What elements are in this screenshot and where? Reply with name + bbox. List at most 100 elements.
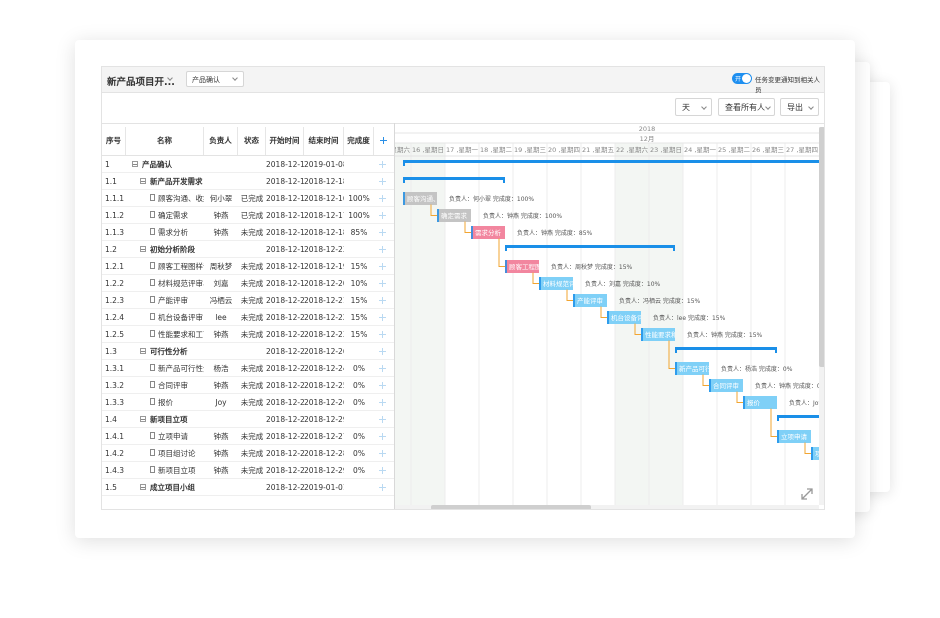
task-bar: 确定需求 — [437, 209, 471, 222]
doc-icon — [150, 449, 155, 456]
cell-name: 顾客沟通、收集 — [158, 194, 204, 203]
cell-progress: 0% — [353, 449, 365, 458]
cell-id: 1.1.3 — [105, 228, 125, 237]
cell-name: 合同评审 — [158, 381, 188, 390]
cell-status: 未完成 — [240, 449, 264, 458]
row-line — [102, 308, 394, 309]
doc-icon — [150, 262, 155, 269]
dependency-arrow — [634, 323, 641, 335]
add-row[interactable] — [379, 161, 386, 168]
cell-owner: 钟燕 — [213, 330, 229, 339]
bar-label: 顾客沟通、收集 — [407, 194, 453, 203]
add-row[interactable] — [379, 178, 386, 185]
add-row[interactable] — [379, 484, 386, 491]
cell-progress: 100% — [348, 211, 370, 220]
task-bar: 顾客工程图样评 — [505, 260, 539, 273]
cell-id: 1.4.1 — [105, 432, 125, 441]
filter-text: 查看所有人 — [725, 103, 765, 112]
add-row[interactable] — [379, 263, 386, 270]
cell-id: 1 — [105, 160, 110, 169]
cell-end: 2018-12-19 — [304, 262, 344, 271]
bar-body — [471, 226, 505, 239]
add-row[interactable] — [379, 212, 386, 219]
cell-owner: 钟燕 — [213, 381, 229, 390]
doc-icon — [150, 466, 155, 473]
bar-body — [403, 192, 437, 205]
cell-end: 2018-12-18 — [304, 177, 344, 186]
summary-cap — [673, 245, 675, 251]
cell-end: 2019-01-01 — [304, 483, 344, 492]
column-header: 结束时间 — [304, 127, 344, 155]
cell-start: 2018-12-24 — [266, 381, 304, 390]
bar-label: 确定需求 — [441, 211, 468, 220]
cell-id: 1.1.2 — [105, 211, 125, 220]
h-scroll-thumb[interactable] — [431, 505, 591, 509]
summary-cap — [777, 415, 779, 421]
add-row[interactable] — [379, 450, 386, 457]
stage-select[interactable]: 产品确认 — [186, 71, 244, 87]
add-row[interactable] — [379, 229, 386, 236]
cell-end: 2018-12-16 — [304, 194, 344, 203]
cell-name: 新产品开发需求 — [150, 177, 203, 186]
cell-name: 性能要求和工艺 — [158, 330, 204, 339]
cell-progress: 15% — [350, 262, 368, 271]
cell-progress: 0% — [353, 398, 365, 407]
add-row[interactable] — [379, 365, 386, 372]
bar-edge — [607, 311, 609, 324]
add-row[interactable] — [379, 399, 386, 406]
dependency-arrow — [566, 289, 573, 301]
add-row[interactable] — [379, 433, 386, 440]
add-column[interactable] — [380, 137, 387, 144]
bar-note: 负责人：lee 完成度：15% — [653, 314, 726, 322]
add-row[interactable] — [379, 280, 386, 287]
cell-progress: 15% — [350, 313, 368, 322]
h-scrollbar[interactable] — [395, 505, 819, 509]
v-scrollbar[interactable] — [819, 127, 824, 505]
cell-progress: 0% — [353, 364, 365, 373]
cell-owner: 刘嘉 — [213, 279, 229, 288]
cell-start: 2018-12-22 — [266, 330, 304, 339]
v-scroll-thumb[interactable] — [819, 127, 824, 367]
cell-id: 1.2.2 — [105, 279, 125, 288]
bar-edge — [743, 396, 745, 409]
bar-body — [573, 294, 607, 307]
bar-label: 合同评审 — [713, 381, 739, 390]
notify-toggle[interactable]: 开 — [732, 73, 752, 84]
row-line — [102, 393, 394, 394]
cell-start: 2018-12-15 — [266, 194, 304, 203]
row-line — [102, 257, 394, 258]
cell-owner: Joy — [215, 398, 227, 407]
add-row[interactable] — [379, 314, 386, 321]
project-title[interactable]: 新产品项目开... — [107, 77, 175, 88]
add-row[interactable] — [379, 195, 386, 202]
cell-start: 2018-12-19 — [266, 279, 304, 288]
cell-progress: 15% — [350, 296, 368, 305]
view-button[interactable]: 天 — [675, 98, 712, 116]
task-bar: 报价 — [743, 396, 777, 409]
filter-button[interactable]: 查看所有人 — [718, 98, 775, 116]
export-button[interactable]: 导出 — [780, 98, 819, 116]
cell-owner: 何小翠 — [209, 194, 233, 203]
bar-edge — [811, 447, 813, 460]
add-row[interactable] — [379, 382, 386, 389]
add-row[interactable] — [379, 246, 386, 253]
add-row[interactable] — [379, 348, 386, 355]
add-row[interactable] — [379, 331, 386, 338]
add-row[interactable] — [379, 416, 386, 423]
add-row[interactable] — [379, 297, 386, 304]
add-row[interactable] — [379, 467, 386, 474]
expand-icon[interactable] — [800, 487, 814, 501]
cell-progress: 100% — [348, 194, 370, 203]
cell-start: 2018-12-16 — [266, 211, 304, 220]
bar-note: 负责人：杨浩 完成度：0% — [721, 365, 793, 373]
cell-id: 1.3.1 — [105, 364, 125, 373]
task-bar: 立项申请 — [777, 430, 811, 443]
cell-id: 1.2.1 — [105, 262, 125, 271]
doc-icon — [150, 432, 155, 439]
doc-icon — [150, 364, 155, 371]
cell-status: 未完成 — [240, 296, 264, 305]
row-line — [102, 478, 394, 479]
day-label: 25 ,星期二 — [718, 146, 750, 154]
cell-progress: 0% — [353, 432, 365, 441]
cell-progress: 10% — [350, 279, 368, 288]
